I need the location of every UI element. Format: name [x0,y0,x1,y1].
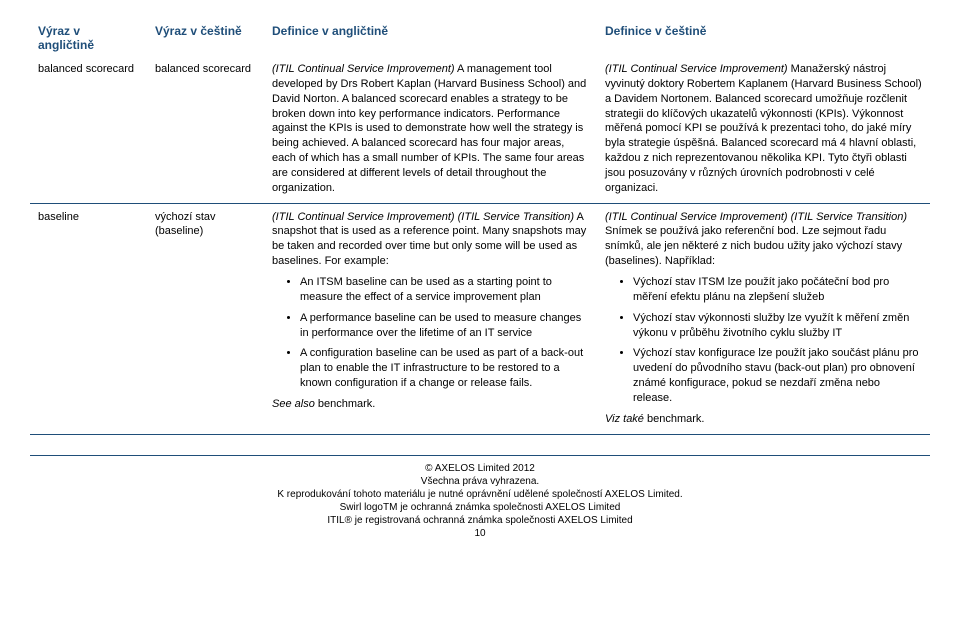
def-en: (ITIL Continual Service Improvement) (IT… [264,203,597,432]
term-cs: balanced scorecard [147,56,264,202]
row-divider [30,433,930,435]
page-number: 10 [30,527,930,540]
footer-divider [30,455,930,456]
footer-rights: Všechna práva vyhrazena. [30,475,930,488]
footer-swirl: Swirl logoTM je ochranná známka společno… [30,501,930,514]
term-en: baseline [30,203,147,432]
seealso-cs-prefix: Viz také [605,413,644,425]
def-en: (ITIL Continual Service Improvement) A m… [264,56,597,202]
term-cs-line2: (baseline) [155,225,203,237]
list-item: Výchozí stav výkonnosti služby lze využí… [633,311,922,341]
bullet-list-cs: Výchozí stav ITSM lze použít jako počáte… [605,275,922,406]
def-en-prefix: (ITIL Continual Service Improvement) (IT… [272,211,574,223]
def-cs-prefix: (ITIL Continual Service Improvement) (IT… [605,211,907,223]
def-cs-body: Manažerský nástroj vyvinutý doktory Robe… [605,63,922,194]
list-item: Výchozí stav ITSM lze použít jako počáte… [633,275,922,305]
header-term-en: Výraz v angličtině [30,20,147,56]
header-def-en: Definice v angličtině [264,20,597,56]
seealso-cs-body: benchmark. [644,413,705,425]
term-en: balanced scorecard [30,56,147,202]
term-cs: výchozí stav (baseline) [147,203,264,432]
footer-repro: K reprodukování tohoto materiálu je nutn… [30,488,930,501]
table-row: balanced scorecard balanced scorecard (I… [30,56,930,202]
header-row: Výraz v angličtině Výraz v češtině Defin… [30,20,930,56]
def-en-body: A management tool developed by Drs Rober… [272,63,586,194]
page-footer: © AXELOS Limited 2012 Všechna práva vyhr… [30,455,930,540]
footer-copyright: © AXELOS Limited 2012 [30,462,930,475]
list-item: A configuration baseline can be used as … [300,346,589,391]
seealso-en-prefix: See also [272,398,315,410]
def-cs-body: Snímek se používá jako referenční bod. L… [605,225,902,267]
def-en-prefix: (ITIL Continual Service Improvement) [272,63,455,75]
table-row: baseline výchozí stav (baseline) (ITIL C… [30,203,930,432]
def-cs: (ITIL Continual Service Improvement) (IT… [597,203,930,432]
footer-itil: ITIL® je registrovaná ochranná známka sp… [30,514,930,527]
header-term-cs: Výraz v češtině [147,20,264,56]
list-item: Výchozí stav konfigurace lze použít jako… [633,346,922,405]
list-item: An ITSM baseline can be used as a starti… [300,275,589,305]
glossary-table: Výraz v angličtině Výraz v češtině Defin… [30,20,930,435]
header-def-cs: Definice v češtině [597,20,930,56]
bullet-list-en: An ITSM baseline can be used as a starti… [272,275,589,391]
term-cs-line1: výchozí stav [155,211,216,223]
def-cs-prefix: (ITIL Continual Service Improvement) [605,63,788,75]
list-item: A performance baseline can be used to me… [300,311,589,341]
def-cs: (ITIL Continual Service Improvement) Man… [597,56,930,202]
seealso-en-body: benchmark. [315,398,376,410]
